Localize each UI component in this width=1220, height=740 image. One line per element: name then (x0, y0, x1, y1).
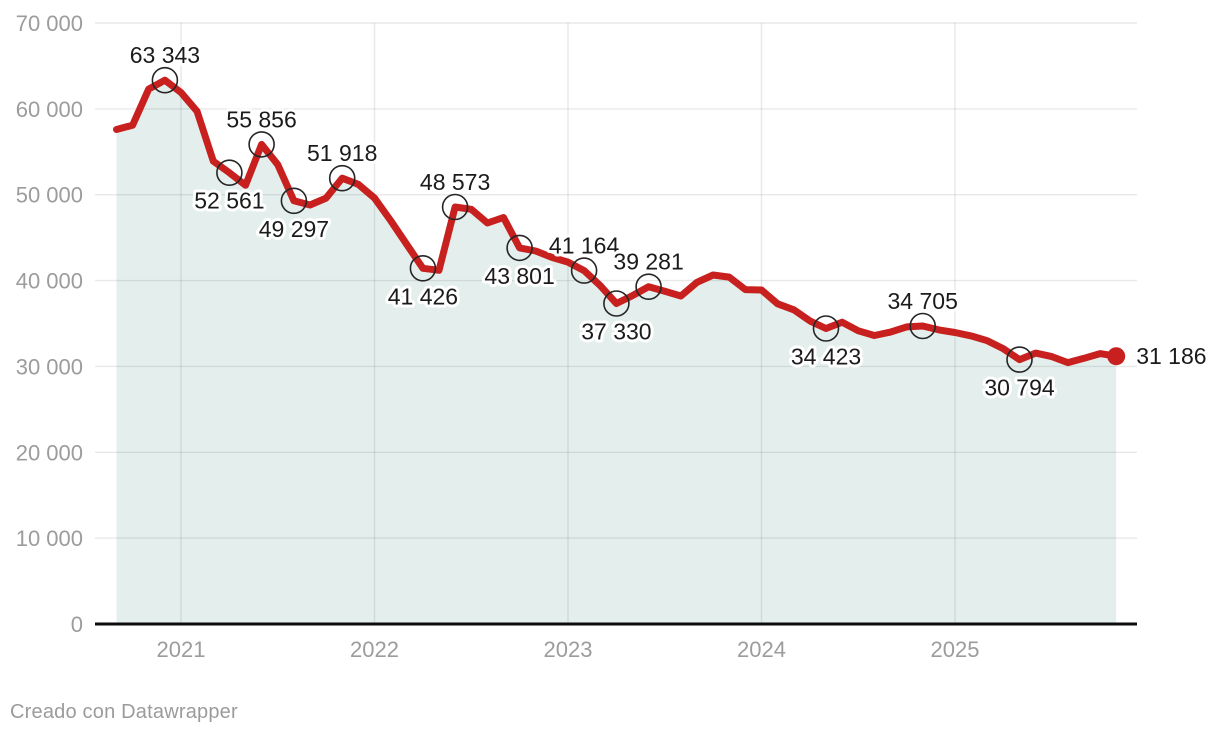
data-label: 55 856 (226, 106, 296, 132)
point-marker-ring (909, 312, 937, 340)
data-label: 34 705 (888, 288, 958, 314)
point-marker-ring (441, 193, 469, 221)
y-tick-label: 50 000 (16, 183, 83, 208)
point-marker-ring (248, 131, 275, 158)
point-marker-ring (216, 159, 243, 186)
data-labels: 63 343 52 561 55 856 49 297 51 918 41 426 48 5… (127, 39, 1210, 403)
data-label: 52 561 (194, 188, 264, 214)
data-label: 30 794 (984, 375, 1055, 401)
y-tick-label: 20 000 (16, 440, 83, 465)
point-marker-ring (151, 66, 179, 94)
y-tick-label: 40 000 (16, 269, 83, 294)
point-marker-ring (280, 187, 308, 215)
x-tick-label: 2024 (737, 637, 786, 662)
point-markers (151, 66, 1126, 373)
attribution-text: Creado con Datawrapper (10, 701, 238, 723)
x-tick-label: 2021 (157, 637, 206, 662)
point-marker-ring (570, 257, 598, 284)
y-tick-label: 30 000 (16, 354, 83, 379)
data-label: 34 423 (791, 344, 861, 370)
point-marker-ring (603, 290, 630, 317)
point-marker-ring (812, 315, 840, 342)
y-tick-label: 10 000 (16, 526, 83, 551)
y-axis-labels: 0 10 000 20 000 30 000 40 000 50 000 60 000 70 … (16, 11, 83, 637)
y-tick-label: 60 000 (16, 97, 83, 122)
data-label: 41 426 (388, 283, 458, 309)
data-label: 39 281 (613, 249, 683, 275)
point-marker-ring (409, 254, 437, 282)
data-label: 51 918 (307, 140, 377, 166)
line-series (113, 76, 1120, 367)
data-label: 49 297 (259, 216, 329, 242)
data-label: 37 330 (581, 319, 651, 345)
data-label: 63 343 (130, 42, 200, 68)
area-fill (116, 80, 1117, 624)
line-chart: 0 10 000 20 000 30 000 40 000 50 000 60 000 70 … (15, 11, 1210, 662)
y-tick-label: 0 (71, 612, 83, 637)
data-label: 48 573 (420, 169, 490, 195)
data-label: 41 164 (549, 233, 620, 259)
x-tick-label: 2025 (931, 637, 980, 662)
data-label: 31 186 (1136, 343, 1206, 369)
data-label: 43 801 (484, 263, 554, 289)
gridlines (95, 22, 1137, 624)
point-marker-ring (635, 273, 662, 301)
end-point-dot (1107, 347, 1126, 366)
x-tick-label: 2022 (350, 637, 399, 662)
x-axis-labels: 2021 2022 2023 2024 2025 (157, 637, 980, 662)
x-tick-label: 2023 (544, 637, 593, 662)
point-marker-ring (328, 164, 356, 192)
y-tick-label: 70 000 (16, 11, 83, 36)
point-marker-ring (1006, 346, 1033, 373)
point-marker-ring (506, 234, 533, 262)
